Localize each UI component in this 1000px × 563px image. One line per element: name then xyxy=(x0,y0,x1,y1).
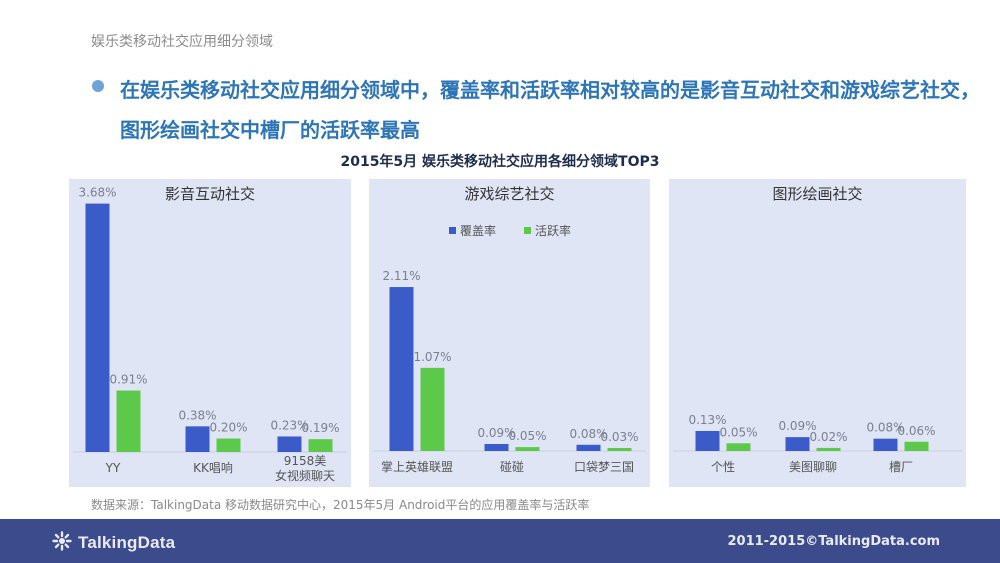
data-label: 0.03% xyxy=(600,430,638,444)
category-label: 美图聊聊 xyxy=(789,460,837,474)
chart-title: 2015年5月 娱乐类移动社交应用各细分领域TOP3 xyxy=(340,154,660,170)
headline: 在娱乐类移动社交应用细分领域中，覆盖率和活跃率相对较高的是影音互动社交和游戏综艺… xyxy=(120,78,980,142)
panel-title: 影音互动社交 xyxy=(165,185,255,203)
data-label: 0.13% xyxy=(688,413,726,427)
data-label: 3.68% xyxy=(78,186,116,200)
logo-text: TalkingData xyxy=(78,533,176,552)
bar xyxy=(389,287,414,451)
panel-title: 游戏综艺社交 xyxy=(464,185,554,203)
copyright: 2011-2015©TalkingData.com xyxy=(727,534,940,549)
page-header: 娱乐类移动社交应用细分领域 xyxy=(91,34,273,50)
category-label: 掌上英雄联盟 xyxy=(381,459,453,474)
bar xyxy=(420,367,445,451)
data-label: 1.07% xyxy=(413,350,451,364)
category-label: KK唱响 xyxy=(193,460,233,475)
bar xyxy=(185,426,210,452)
data-source: 数据来源：TalkingData 移动数据研究中心，2015年5月 Androi… xyxy=(91,498,590,512)
talkingdata-logo-icon xyxy=(52,531,72,555)
bar xyxy=(816,447,841,451)
panel-video-social: 影音互动社交 3.68% 0.91% YY 0.38% 0.20% KK唱响 0.23% 0.1… xyxy=(69,179,351,487)
chart-svg: 影音互动社交 3.68% 0.91% YY 0.38%0.20% KK唱响 0.23%0.1… xyxy=(73,185,347,483)
bar xyxy=(785,437,810,451)
data-label: 0.06% xyxy=(897,424,935,438)
legend-swatch xyxy=(524,227,531,234)
data-label: 0.91% xyxy=(109,373,147,387)
bar xyxy=(308,439,333,452)
data-label: 2.11% xyxy=(382,269,420,283)
data-label: 0.20% xyxy=(209,421,247,435)
category-label: 9158美女视频聊天 xyxy=(275,454,335,483)
data-label: 0.23% xyxy=(270,418,308,432)
data-label: 0.02% xyxy=(809,430,847,444)
bar xyxy=(85,203,110,452)
bar xyxy=(873,438,898,451)
data-label: 0.05% xyxy=(719,425,757,439)
category-label: 个性 xyxy=(711,460,735,474)
legend-label: 活跃率 xyxy=(535,223,571,238)
bar xyxy=(904,441,929,451)
panel-title: 图形绘画社交 xyxy=(772,185,862,203)
category-label: 口袋梦三国 xyxy=(574,460,634,474)
data-label: 0.08% xyxy=(569,427,607,441)
footer: TalkingData 2011-2015©TalkingData.com xyxy=(0,519,1000,563)
data-label: 0.09% xyxy=(477,426,515,440)
panel-drawing-social: 图形绘画社交 0.13% 0.05% 个性 0.09% 0.02% 美图聊聊 0.08% 0.0… xyxy=(669,179,966,487)
logo[interactable]: TalkingData xyxy=(52,531,175,555)
category-label: 槽厂 xyxy=(889,460,913,474)
bullet-dot xyxy=(92,80,104,92)
category-label: 碰碰 xyxy=(500,460,524,474)
category-label: YY xyxy=(105,461,121,475)
data-label: 0.19% xyxy=(301,421,339,435)
data-label: 0.05% xyxy=(508,429,546,443)
data-label: 0.09% xyxy=(778,419,816,433)
bar xyxy=(116,390,141,452)
bar xyxy=(607,448,632,451)
bar xyxy=(216,438,241,452)
bar xyxy=(695,430,720,451)
panel-game-variety-social: 游戏综艺社交覆盖率 活跃率 2.11% 1.07% 掌上英雄联盟 0.09% 0.05% 碰碰… xyxy=(369,179,650,487)
data-label: 0.38% xyxy=(178,408,216,422)
category-label-line: 女视频聊天 xyxy=(275,468,335,483)
bar xyxy=(277,436,302,452)
data-label: 0.08% xyxy=(866,421,904,435)
chart-svg: 图形绘画社交 0.13%0.05% 个性 0.09%0.02% 美图聊聊 0.08%0.0… xyxy=(673,185,962,474)
bar xyxy=(515,447,540,451)
legend-label: 覆盖率 xyxy=(460,223,496,238)
bar xyxy=(726,443,751,451)
legend-swatch xyxy=(449,227,456,234)
bar xyxy=(576,444,601,451)
category-label-line: 9158美 xyxy=(284,454,327,468)
bar xyxy=(484,444,509,451)
